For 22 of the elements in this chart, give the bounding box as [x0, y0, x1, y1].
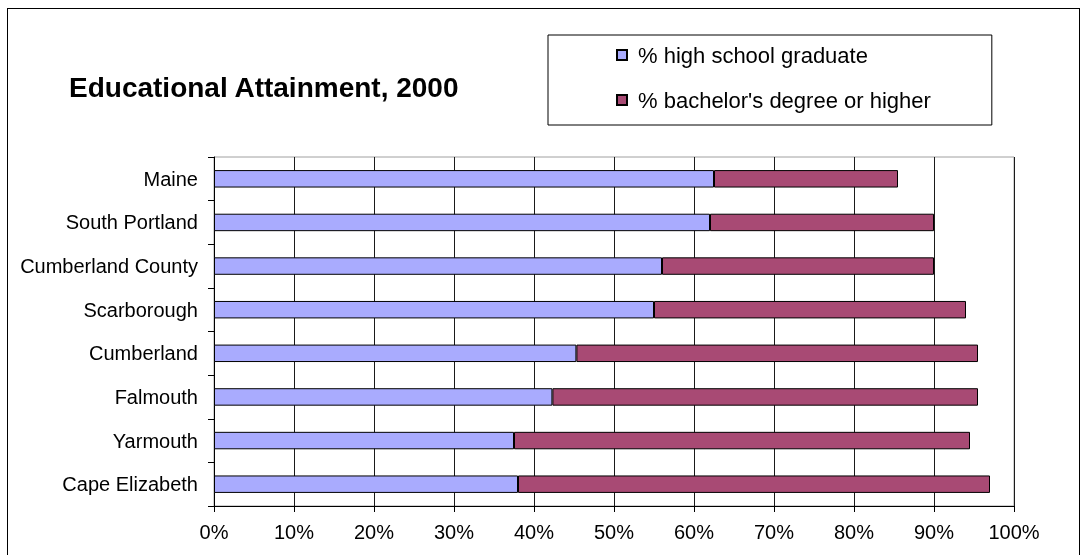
y-tick-label: Cumberland	[89, 342, 198, 365]
x-tick-label: 20%	[353, 521, 395, 543]
x-tick-label: 30%	[433, 521, 475, 543]
y-tick-label: Maine	[143, 167, 198, 190]
chart-title: Educational Attainment, 2000	[69, 71, 459, 103]
y-tick-label: South Portland	[65, 211, 198, 234]
x-tick-label: 100%	[988, 521, 1040, 543]
x-tick-label: 0%	[199, 521, 229, 543]
x-tick-label: 50%	[593, 521, 635, 543]
x-tick-label: 80%	[833, 521, 875, 543]
y-tick-label: Cumberland County	[20, 255, 198, 278]
x-tick-label: 70%	[753, 521, 795, 543]
x-tick-label: 90%	[913, 521, 955, 543]
legend-label: % bachelor's degree or higher	[638, 87, 931, 113]
x-tick-label: 10%	[273, 521, 315, 543]
legend-label: % high school graduate	[638, 42, 868, 68]
y-tick-label: Scarborough	[83, 298, 198, 321]
y-tick-label: Falmouth	[114, 385, 198, 408]
y-tick-label: Yarmouth	[112, 429, 198, 452]
y-tick-label: Cape Elizabeth	[62, 473, 198, 496]
x-tick-label: 40%	[513, 521, 555, 543]
x-tick-label: 60%	[673, 521, 715, 543]
